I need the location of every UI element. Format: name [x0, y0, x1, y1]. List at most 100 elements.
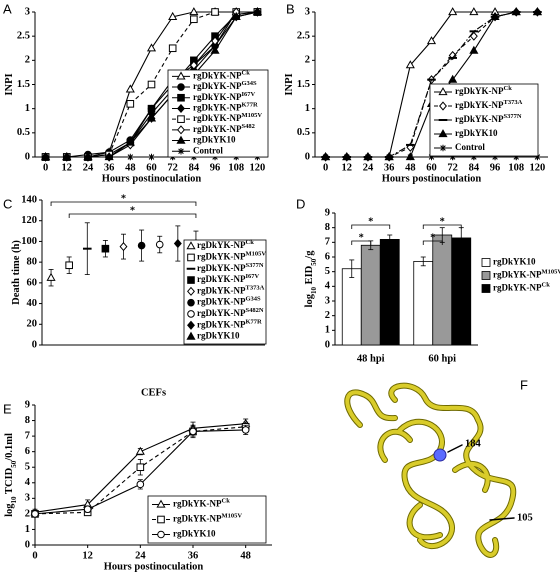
y-tick-label: 9 [325, 207, 330, 218]
marker [534, 153, 541, 161]
legend-name-sup: I67V [242, 91, 256, 98]
legend-label: rgDkYK-NPM105V [173, 512, 242, 523]
x-tick-label: 96 [210, 162, 221, 173]
bar [360, 244, 381, 346]
legend-label: Control [455, 142, 485, 152]
legend-label: rgDkYK10 [193, 135, 236, 145]
legend-box [183, 239, 267, 345]
marker [157, 530, 165, 539]
y-tick-label: 2.5 [17, 31, 30, 42]
x-tick-label: 72 [167, 162, 178, 173]
marker [470, 153, 478, 161]
legend-label: rgDkYK10 [173, 529, 216, 539]
marker [385, 153, 393, 161]
y-axis-label-part: EID [304, 265, 315, 287]
y-axis-label-part: 50 [310, 258, 318, 266]
legend-name: rgDkYK-NP [173, 514, 222, 524]
marker [65, 261, 73, 270]
marker [136, 480, 145, 489]
y-axis-label-part: INPI [4, 73, 15, 95]
y-tick-label: 100 [21, 236, 37, 247]
marker [125, 137, 135, 146]
legend-name: Control [455, 142, 485, 152]
legend-name-sup: M105V [542, 268, 560, 275]
legend-label: rgDkYK-NPM105V [193, 112, 262, 123]
marker [46, 272, 56, 281]
legend-name: rgDkYK-NP [197, 252, 246, 262]
legend-swatch [481, 284, 491, 293]
marker [428, 153, 435, 161]
marker [187, 286, 195, 296]
x-tick-label: 60 [146, 162, 157, 173]
y-tick-label: 0.5 [17, 127, 30, 138]
marker [448, 74, 458, 83]
y-tick-label: 6 [325, 251, 330, 262]
y-tick-label: 7 [25, 431, 30, 442]
y-tick-label: 0 [32, 339, 37, 350]
y-tick-label: 4 [25, 477, 31, 488]
legend-label: rgDkYK-NPG34S [193, 80, 257, 91]
marker [426, 36, 437, 45]
y-axis-label-part: 10 [10, 496, 18, 504]
panel-label: C [3, 196, 12, 211]
legend-label: rgDkYK-NPS377N [455, 113, 522, 124]
marker [126, 100, 135, 108]
panel-label: E [3, 401, 12, 416]
bar [451, 237, 472, 346]
marker [84, 153, 92, 161]
legend-name-sup: Ck [242, 69, 251, 76]
marker [105, 153, 113, 161]
y-axis-label: log10 EID50/g [304, 250, 317, 308]
x-tick-label: 12 [342, 162, 353, 173]
residue-label: 105 [517, 512, 533, 523]
y-tick-label: 80 [27, 257, 38, 268]
marker [364, 153, 372, 161]
legend-name: rgDkYK-NP [193, 92, 242, 102]
marker [448, 7, 458, 16]
significance-bracket [351, 240, 372, 245]
legend-name-sup: M105V [222, 512, 243, 519]
marker [448, 50, 457, 61]
marker [42, 153, 49, 161]
marker [187, 253, 195, 262]
legend-label: rgDkYK10 [455, 128, 498, 138]
panel-label: B [286, 1, 295, 16]
y-axis-label-part: /0.1ml [4, 433, 15, 462]
marker [190, 15, 198, 24]
y-tick-label: 9 [25, 399, 30, 410]
legend-name-sup: T373A [504, 99, 523, 106]
marker [469, 7, 479, 16]
y-tick-label: 8 [325, 222, 330, 233]
marker [136, 463, 145, 472]
y-tick-label: 2 [25, 508, 30, 519]
legend-label: rgDkYK-NPK77R [197, 318, 262, 329]
marker [177, 103, 185, 114]
marker [147, 80, 156, 89]
legend-name-sup: K77R [246, 318, 263, 325]
x-axis-label: Hours postinoculation [104, 561, 204, 572]
marker [189, 60, 198, 70]
legend-label: rgDkYK-NPCk [493, 281, 550, 292]
y-tick-label: 2 [305, 55, 310, 66]
y-tick-label: 40 [27, 298, 38, 309]
significance-bracket [351, 224, 391, 229]
x-axis-label: Hours postinoculation [382, 173, 482, 184]
marker [449, 153, 456, 161]
significance-label: * [121, 193, 126, 204]
marker [211, 8, 219, 16]
legend-name-sup: K77R [242, 101, 259, 108]
x-tick-label: 0 [43, 162, 48, 173]
x-tick-label: 12 [82, 550, 93, 561]
y-axis-label-part: TCID [4, 467, 15, 496]
y-axis-label-part: 10 [310, 287, 318, 295]
marker [511, 7, 521, 16]
y-tick-label: 5 [325, 266, 330, 277]
panel-label: D [296, 196, 305, 211]
marker [491, 153, 499, 161]
marker [405, 60, 415, 69]
marker [177, 125, 185, 135]
legend-name: rgDkYK-NP [455, 114, 504, 124]
marker [343, 153, 351, 161]
x-tick-label: 36 [188, 550, 199, 561]
